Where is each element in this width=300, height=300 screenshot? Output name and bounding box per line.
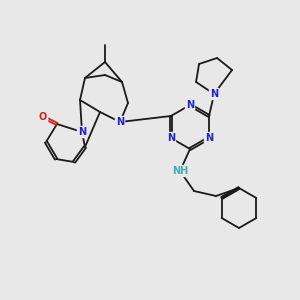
- Text: N: N: [116, 117, 124, 127]
- Text: N: N: [186, 100, 194, 110]
- Text: NH: NH: [172, 166, 188, 176]
- Text: N: N: [210, 89, 218, 99]
- Text: N: N: [167, 133, 175, 143]
- Text: N: N: [205, 133, 213, 143]
- Text: N: N: [78, 127, 86, 137]
- Text: O: O: [39, 112, 47, 122]
